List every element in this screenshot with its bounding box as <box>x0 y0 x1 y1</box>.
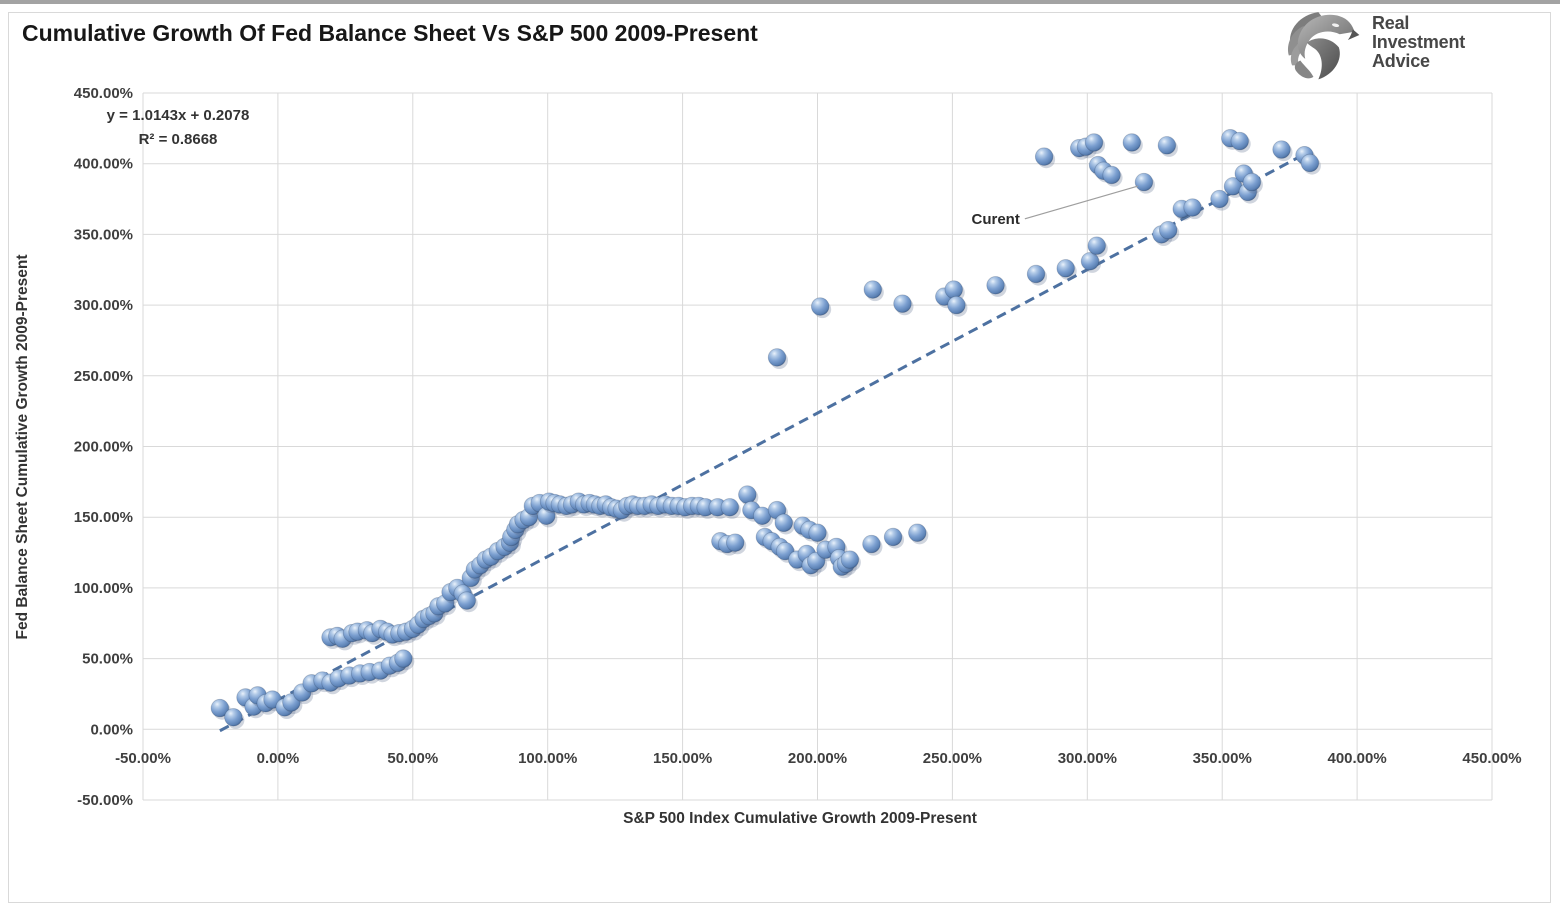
data-point <box>808 523 827 542</box>
data-point <box>862 534 881 554</box>
data-point <box>1242 172 1262 192</box>
data-point <box>1134 172 1154 192</box>
data-point <box>720 498 740 517</box>
x-axis-title: S&P 500 Index Cumulative Growth 2009-Pre… <box>623 810 977 827</box>
data-point <box>1102 165 1121 185</box>
data-point <box>1210 189 1229 209</box>
data-point <box>1272 140 1291 159</box>
x-tick-label: 200.00% <box>788 750 847 767</box>
data-point <box>893 294 912 313</box>
data-point <box>1159 220 1178 240</box>
x-tick-label: 100.00% <box>518 750 577 767</box>
annotation-leader-line <box>1024 185 1139 220</box>
data-point <box>394 649 413 668</box>
y-tick-label: 0.00% <box>90 721 133 738</box>
axis-tick-labels: -50.00% 0.00% 50.00% 100.00% 150.00% 200.00% 2… <box>74 85 1522 809</box>
x-tick-label: 450.00% <box>1462 750 1521 767</box>
data-point <box>863 280 883 299</box>
data-point <box>1080 252 1100 271</box>
y-tick-label: 50.00% <box>82 651 133 668</box>
annotation-label: Curent <box>972 211 1020 228</box>
data-point <box>1084 133 1104 152</box>
y-tick-label: 350.00% <box>74 226 133 243</box>
data-point <box>1230 131 1249 151</box>
data-point <box>986 276 1005 295</box>
x-tick-label: 0.00% <box>257 750 300 767</box>
eagle-icon <box>1287 12 1360 80</box>
data-point <box>224 708 243 727</box>
data-point <box>1183 198 1202 217</box>
gridlines <box>142 92 1493 801</box>
data-point <box>810 297 830 316</box>
y-tick-label: -50.00% <box>77 792 133 809</box>
y-tick-label: 450.00% <box>74 85 133 102</box>
real-investment-advice-logo: Real Investment Advice <box>1278 6 1548 92</box>
trendline-equation-label: y = 1.0143x + 0.2078 <box>107 107 250 124</box>
data-point <box>738 485 757 504</box>
x-tick-label: 300.00% <box>1058 750 1117 767</box>
data-point <box>1122 133 1142 152</box>
y-tick-label: 100.00% <box>74 580 133 597</box>
y-tick-label: 200.00% <box>74 439 133 456</box>
data-point <box>944 280 963 299</box>
data-point <box>947 295 966 315</box>
data-points <box>210 129 1321 729</box>
data-point <box>1087 236 1106 255</box>
data-point <box>767 348 787 367</box>
logo-line-1: Real <box>1372 13 1410 33</box>
data-point <box>1034 147 1054 166</box>
logo-text: Real Investment Advice <box>1372 14 1465 71</box>
data-point <box>1056 259 1075 278</box>
data-point <box>457 591 476 610</box>
data-point <box>774 513 793 533</box>
data-point <box>1300 153 1320 173</box>
y-tick-label: 300.00% <box>74 297 133 314</box>
x-tick-label: 50.00% <box>387 750 438 767</box>
x-tick-label: 350.00% <box>1193 750 1252 767</box>
x-tick-label: 150.00% <box>653 750 712 767</box>
y-tick-label: 400.00% <box>74 156 133 173</box>
page-title: Cumulative Growth Of Fed Balance Sheet V… <box>22 20 758 46</box>
x-tick-label: -50.00% <box>115 750 171 767</box>
r-squared-label: R² = 0.8668 <box>139 131 218 148</box>
data-point <box>883 527 903 547</box>
y-tick-label: 250.00% <box>74 368 133 385</box>
logo-line-2: Investment <box>1372 32 1466 52</box>
logo-line-3: Advice <box>1372 51 1430 71</box>
data-point <box>1026 264 1046 284</box>
x-tick-label: 250.00% <box>923 750 982 767</box>
x-tick-label: 400.00% <box>1327 750 1386 767</box>
chart-frame <box>8 12 1551 903</box>
data-point <box>840 550 860 569</box>
y-tick-label: 150.00% <box>74 509 133 526</box>
data-point <box>726 533 745 552</box>
data-point <box>1157 136 1177 155</box>
data-point <box>210 698 230 718</box>
data-point <box>908 523 927 542</box>
top-edge-strip <box>0 0 1560 4</box>
y-axis-title: Fed Balance Sheet Cumulative Growth 2009… <box>14 254 31 639</box>
trendline-dashed <box>219 149 1312 733</box>
